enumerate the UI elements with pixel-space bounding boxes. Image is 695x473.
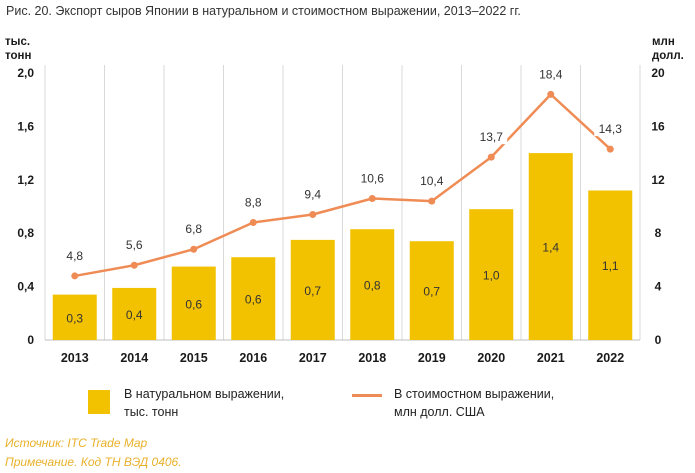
right-tick-label: 8 [655, 226, 662, 240]
line-label-bg [118, 236, 151, 253]
bar [290, 239, 335, 340]
line-point [130, 261, 138, 269]
legend-line: В стоимостном выражении, млн долл. США [352, 385, 554, 421]
left-axis-unit: тыс. тонн [5, 35, 31, 63]
x-tick-label: 2016 [239, 351, 267, 365]
legend-bars-line1: В натуральном выражении, [124, 387, 285, 401]
line-point [368, 194, 376, 202]
legend-line-line2: млн долл. США [394, 405, 485, 419]
bar [350, 229, 395, 340]
line-label-bg [594, 120, 627, 137]
line-point [71, 272, 79, 280]
line-label-bg [237, 193, 270, 210]
line-label-bg [356, 169, 389, 186]
line-value-label: 18,4 [539, 67, 563, 81]
line-value-label: 14,3 [599, 122, 623, 136]
bar [409, 241, 454, 340]
left-tick-label: 1,2 [17, 173, 34, 187]
line-label-bg [296, 185, 329, 202]
bar-value-label: 1,4 [542, 241, 559, 255]
right-axis-unit-line2: долл. [652, 50, 684, 62]
bar-value-label: 1,1 [602, 259, 619, 273]
x-tick-label: 2022 [596, 351, 624, 365]
right-tick-label: 20 [651, 66, 665, 80]
source-note: Источник: ITC Trade Map [5, 436, 148, 450]
x-tick-label: 2019 [418, 351, 446, 365]
bar-value-label: 0,7 [304, 284, 321, 298]
right-tick-label: 4 [655, 280, 662, 294]
line-point [249, 219, 257, 227]
bar [588, 190, 633, 340]
bar [52, 294, 97, 340]
legend-bars: В натуральном выражении, тыс. тонн [88, 385, 284, 421]
line-point [547, 90, 555, 98]
line-label-bg [177, 220, 210, 237]
legend-line-swatch [352, 394, 382, 397]
bar [469, 209, 514, 340]
x-tick-label: 2020 [477, 351, 505, 365]
bar [171, 266, 216, 340]
bar-value-label: 0,6 [185, 297, 202, 311]
line-point [309, 211, 317, 219]
bar-value-label: 0,6 [245, 293, 262, 307]
bar-value-label: 1,0 [483, 269, 500, 283]
right-tick-label: 12 [651, 173, 665, 187]
bar-value-label: 0,8 [364, 279, 381, 293]
right-tick-label: 0 [655, 333, 662, 347]
left-tick-label: 0,4 [17, 280, 34, 294]
x-tick-label: 2017 [299, 351, 327, 365]
x-tick-label: 2018 [358, 351, 386, 365]
line-point [487, 153, 495, 161]
line-value-label: 4,8 [66, 249, 83, 263]
legend-line-line1: В стоимостном выражении, [394, 387, 555, 401]
line-label-bg [58, 246, 91, 263]
left-axis-unit-line2: тонн [5, 50, 32, 62]
legend-bar-swatch [88, 390, 110, 414]
line-label-bg [475, 128, 508, 145]
line-value-label: 8,8 [245, 196, 262, 210]
x-tick-label: 2013 [61, 351, 89, 365]
right-axis-unit: млн долл. [652, 35, 684, 63]
left-tick-label: 0 [27, 333, 34, 347]
line-value-label: 10,4 [420, 174, 444, 188]
bar [528, 153, 573, 340]
line-value-label: 10,6 [361, 171, 385, 185]
left-tick-label: 2,0 [17, 66, 34, 80]
left-axis-unit-line1: тыс. [5, 36, 31, 48]
left-tick-label: 1,6 [17, 119, 34, 133]
bar-value-label: 0,4 [126, 308, 143, 322]
line-value-label: 6,8 [185, 222, 202, 236]
x-tick-label: 2021 [537, 351, 565, 365]
line-label-bg [534, 65, 567, 82]
bar [231, 257, 276, 340]
line-label-bg [415, 172, 448, 189]
x-tick-label: 2015 [180, 351, 208, 365]
bar-value-label: 0,7 [423, 285, 440, 299]
right-axis-unit-line1: млн [652, 36, 675, 48]
value-line [74, 93, 612, 278]
line-value-label: 5,6 [126, 238, 143, 252]
line-value-label: 13,7 [480, 130, 504, 144]
line-point [190, 245, 198, 253]
bar [112, 287, 157, 340]
figure-caption: Рис. 20. Экспорт сыров Японии в натураль… [6, 4, 521, 18]
line-point [428, 197, 436, 205]
line-value-label: 9,4 [304, 188, 321, 202]
right-tick-label: 16 [651, 119, 665, 133]
bar-value-label: 0,3 [66, 311, 83, 325]
legend-bars-line2: тыс. тонн [124, 405, 179, 419]
line-point [606, 145, 614, 153]
x-tick-label: 2014 [120, 351, 148, 365]
code-note: Примечание. Код ТН ВЭД 0406. [5, 455, 182, 469]
left-tick-label: 0,8 [17, 226, 34, 240]
